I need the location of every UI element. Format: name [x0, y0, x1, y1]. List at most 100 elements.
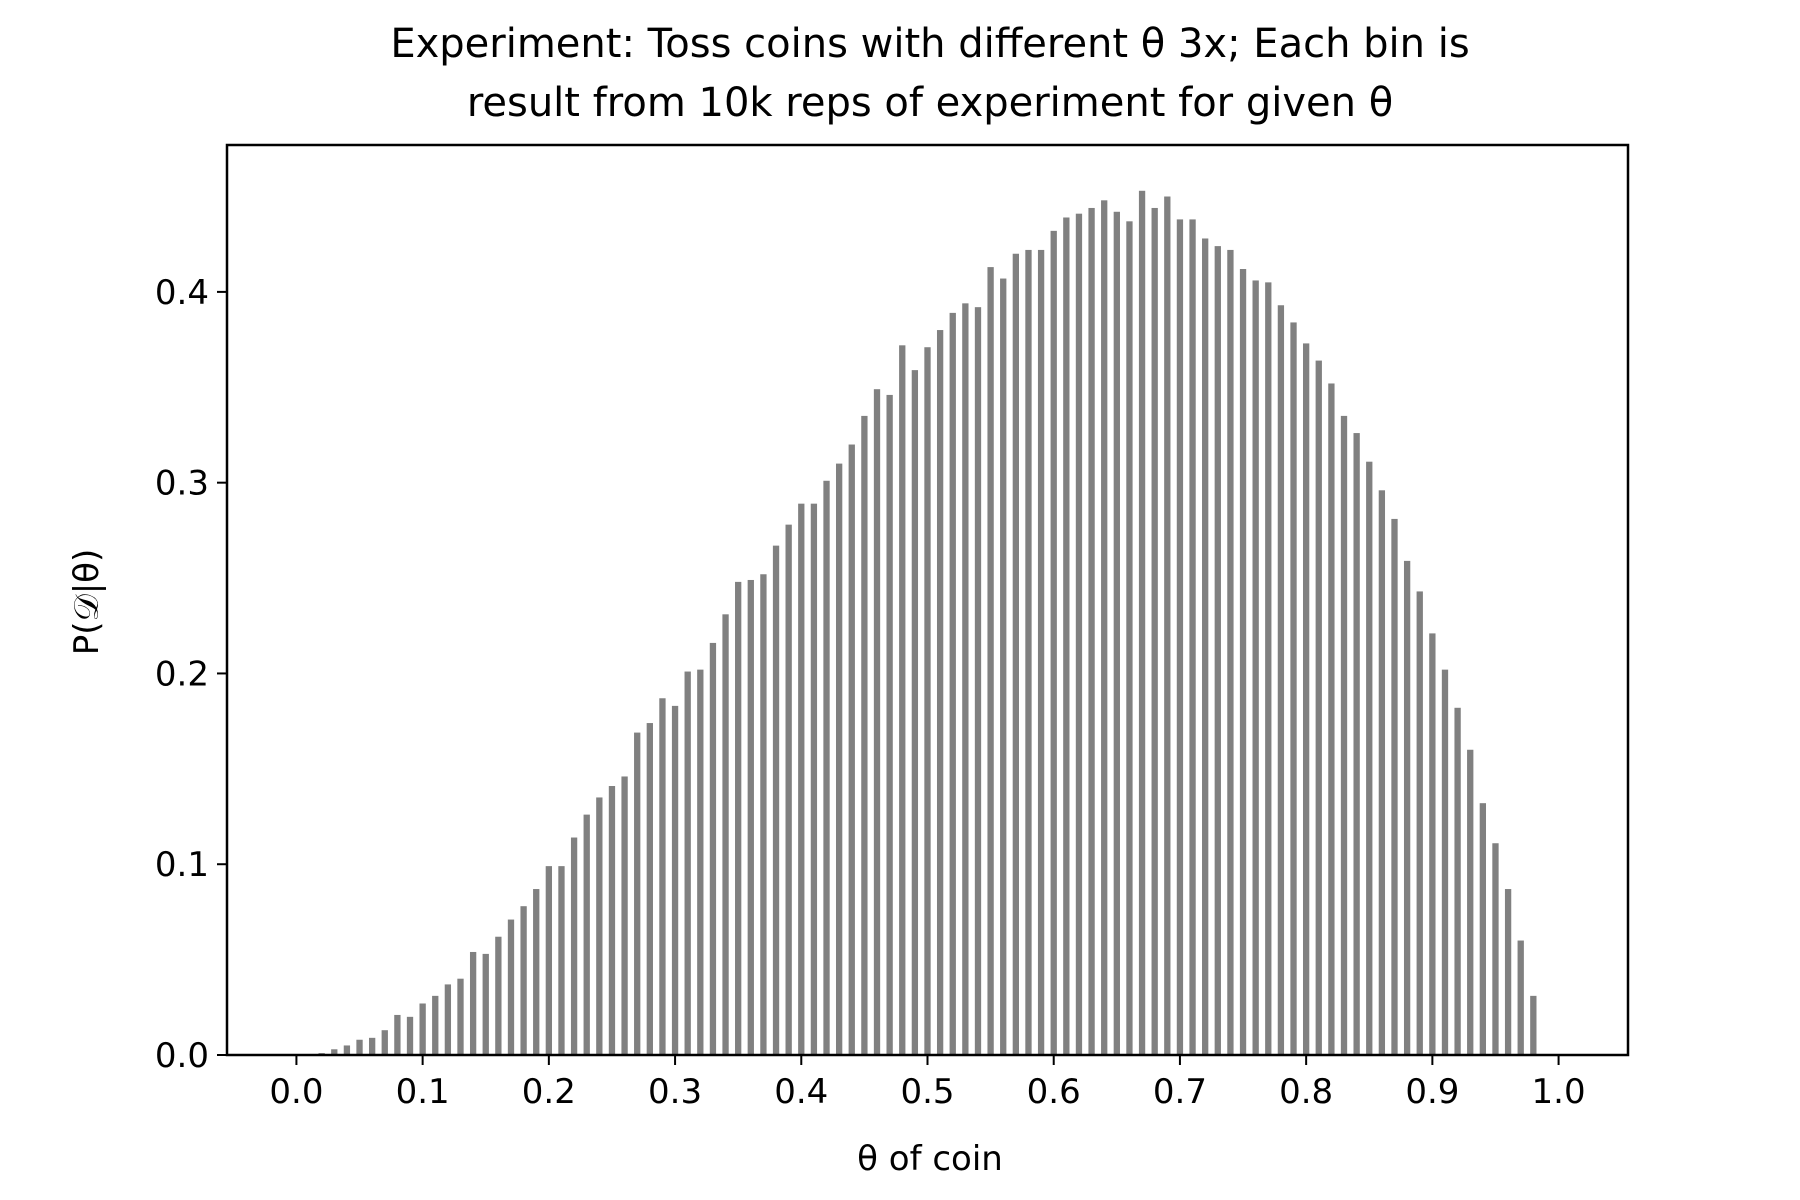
bar: [684, 671, 691, 1055]
bar: [671, 705, 679, 1055]
chart-title-line-2: result from 10k reps of experiment for g…: [467, 80, 1393, 126]
bar: [798, 503, 805, 1055]
bar: [1340, 415, 1348, 1055]
x-tick-label: 0.5: [900, 1072, 954, 1112]
bar: [1164, 196, 1171, 1055]
bar: [444, 984, 452, 1055]
bar: [697, 669, 704, 1055]
bar: [747, 579, 754, 1055]
bar: [1227, 249, 1234, 1055]
bar: [1479, 803, 1487, 1055]
bar: [810, 503, 818, 1055]
bar: [1378, 490, 1386, 1055]
x-tick-label: 0.0: [269, 1072, 323, 1112]
bar: [1037, 249, 1045, 1055]
bar: [1265, 282, 1272, 1055]
bar: [1353, 433, 1360, 1055]
x-tick-label: 1.0: [1532, 1072, 1586, 1112]
x-tick-label: 0.4: [774, 1072, 828, 1112]
x-tick-label: 0.7: [1153, 1072, 1207, 1112]
y-axis-ticks: 0.0 0.1 0.2 0.3 0.4: [155, 273, 227, 1076]
bar: [558, 866, 565, 1055]
bar: [1189, 219, 1196, 1055]
bar: [899, 345, 906, 1055]
bar: [1113, 211, 1120, 1055]
bar: [1075, 213, 1083, 1055]
bar: [974, 307, 982, 1055]
x-tick-label: 0.8: [1279, 1072, 1333, 1112]
y-axis-label: P(𝒟|θ): [67, 549, 107, 655]
bar: [1012, 253, 1020, 1056]
bar: [419, 1003, 426, 1055]
bar: [772, 545, 780, 1055]
bar: [1126, 221, 1133, 1055]
bar: [545, 866, 553, 1055]
bar: [1403, 560, 1411, 1055]
bar: [1050, 230, 1057, 1056]
bar: [735, 581, 742, 1055]
bar: [823, 480, 830, 1055]
bar: [861, 415, 868, 1055]
bar: [873, 389, 881, 1055]
bar: [1530, 995, 1537, 1055]
bar: [495, 936, 502, 1055]
bar: [722, 614, 729, 1055]
bar: [1315, 360, 1322, 1056]
bar: [835, 463, 843, 1056]
bar: [608, 786, 616, 1055]
bar: [583, 814, 590, 1055]
bar: [709, 642, 717, 1055]
bar: [381, 1030, 388, 1055]
bar: [1176, 219, 1184, 1055]
bar: [1202, 238, 1209, 1056]
bar: [886, 394, 893, 1055]
bar: [962, 303, 969, 1056]
x-axis-label: θ of coin: [857, 1139, 1003, 1179]
bar: [343, 1045, 351, 1055]
y-tick-label: 0.2: [155, 654, 209, 694]
bar: [457, 978, 464, 1055]
bar: [520, 906, 527, 1055]
bar: [533, 889, 540, 1055]
bar: [1504, 889, 1512, 1055]
y-tick-label: 0.0: [155, 1036, 209, 1076]
bar: [596, 797, 603, 1055]
bar: [368, 1037, 376, 1055]
bar: [1517, 940, 1524, 1055]
bar: [987, 267, 994, 1056]
bar: [1467, 749, 1474, 1055]
bar: [785, 524, 792, 1055]
bar: [1101, 200, 1108, 1055]
bar: [646, 723, 653, 1055]
bar: [848, 444, 855, 1055]
bar: [356, 1039, 363, 1055]
y-tick-label: 0.4: [155, 273, 209, 313]
bar: [1252, 280, 1259, 1055]
bar: [1025, 249, 1032, 1055]
bar: [331, 1049, 338, 1055]
bar: [507, 919, 515, 1055]
bar: [1391, 518, 1398, 1055]
bar: [634, 732, 641, 1055]
bar: [1138, 190, 1146, 1056]
bar: [659, 698, 666, 1055]
y-tick-label: 0.1: [155, 845, 209, 885]
bar: [1214, 246, 1221, 1056]
bar: [1328, 383, 1335, 1056]
bar: [1492, 843, 1499, 1055]
x-tick-label: 0.3: [648, 1072, 702, 1112]
plot-area-frame: [225, 143, 1630, 1057]
bar: [469, 951, 477, 1055]
bar: [1151, 207, 1158, 1055]
bar: [1277, 305, 1285, 1055]
bar: [1000, 278, 1007, 1055]
x-tick-label: 0.9: [1405, 1072, 1459, 1112]
bar: [911, 370, 919, 1055]
bar: [406, 1016, 414, 1055]
bar: [1454, 707, 1461, 1055]
x-tick-label: 0.1: [396, 1072, 450, 1112]
bar: [924, 347, 931, 1056]
chart-title-line-1: Experiment: Toss coins with different θ …: [390, 21, 1469, 67]
x-tick-label: 0.6: [1027, 1072, 1081, 1112]
